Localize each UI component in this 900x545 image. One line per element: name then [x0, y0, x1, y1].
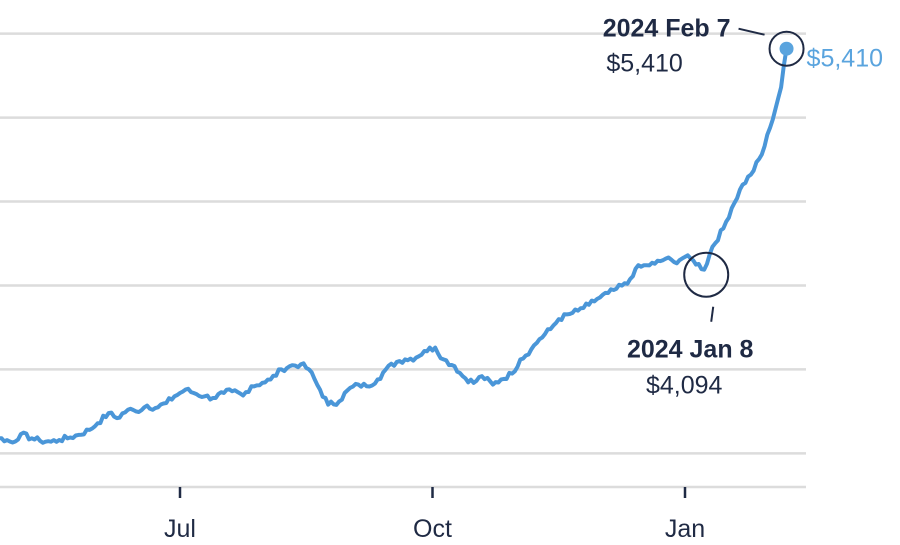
- peak-marker-ring: [768, 30, 805, 67]
- peak-leader-line: [738, 27, 765, 36]
- annotation-peak: 2024 Feb 7 $5,410 $5,410: [603, 15, 883, 78]
- low-value-label: $4,094: [646, 372, 723, 400]
- low-leader-line: [710, 306, 715, 322]
- low-marker-ring: [683, 251, 730, 298]
- x-tick-label-jul: Jul: [164, 515, 196, 543]
- gridlines: [0, 32, 806, 455]
- price-series-line: [0, 46, 789, 445]
- annotation-low: 2024 Jan 8 $4,094: [627, 251, 754, 400]
- x-tick-label-jan: Jan: [665, 515, 705, 543]
- low-date-label: 2024 Jan 8: [627, 336, 754, 364]
- x-tick-label-oct: Oct: [413, 515, 452, 543]
- peak-marker-dot: [779, 41, 794, 56]
- x-axis-ticks: Jul Oct Jan: [164, 487, 705, 543]
- peak-date-label: 2024 Feb 7: [603, 15, 731, 43]
- peak-value-label: $5,410: [606, 50, 682, 78]
- series-end-value-label: $5,410: [807, 45, 883, 73]
